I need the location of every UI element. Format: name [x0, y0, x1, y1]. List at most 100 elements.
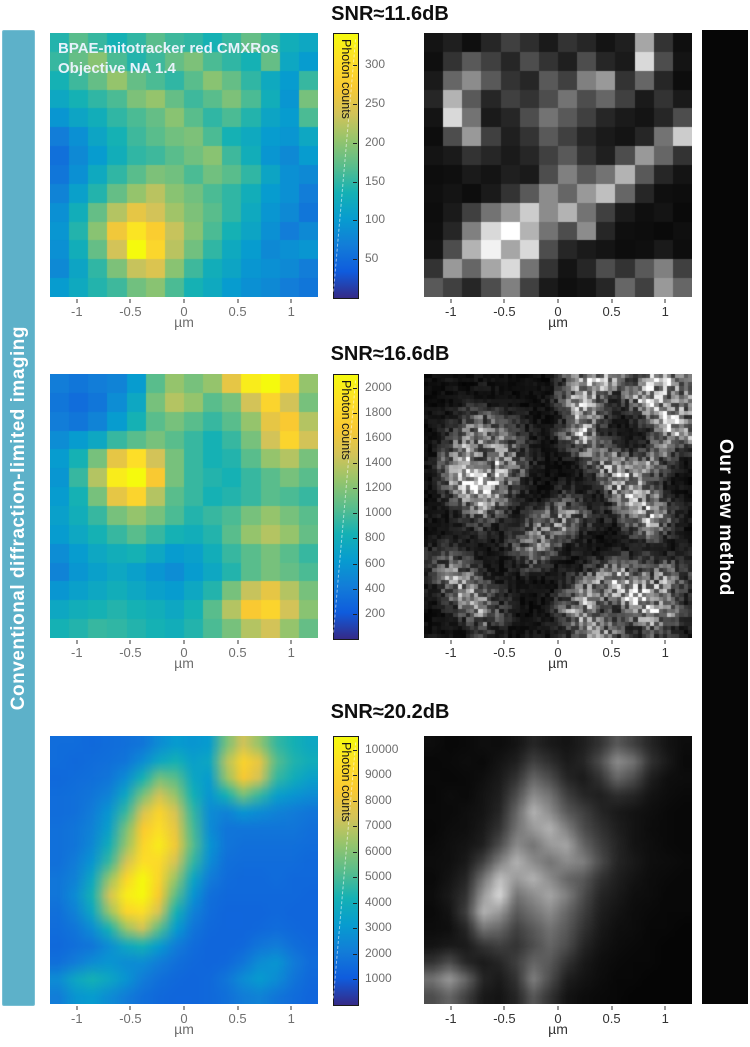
- colorbar-tick-label: 5000: [365, 869, 392, 884]
- x-axis-unit-label: µm: [548, 655, 568, 671]
- x-tick-label: 0: [554, 304, 562, 319]
- colorbar-tick-label: 600: [365, 555, 386, 570]
- colorbar-tick-label: 300: [365, 57, 386, 72]
- x-tick-mark: [557, 640, 559, 644]
- x-tick-mark: [450, 1006, 452, 1010]
- x-tick-mark: [450, 640, 452, 644]
- colorbar-gradient: Photon counts: [333, 374, 359, 640]
- x-tick-mark: [237, 640, 239, 644]
- colorbar-tick-mark: [353, 259, 357, 261]
- colorbar-tick-label: 50: [365, 251, 379, 266]
- heatmap-new-method-snr16: [424, 374, 692, 638]
- x-tick-label: -1: [445, 304, 457, 319]
- colorbar-tick-label: 1800: [365, 404, 392, 419]
- heatmap-conventional-snr11: [50, 33, 318, 297]
- x-tick-mark: [450, 299, 452, 303]
- sample-annotation: BPAE-mitotracker red CMXRos Objective NA…: [58, 39, 308, 78]
- sample-annotation-line1: BPAE-mitotracker red CMXRos: [58, 40, 279, 57]
- colorbar-tick-mark: [353, 749, 357, 751]
- x-tick-mark: [664, 640, 666, 644]
- colorbar-tick-mark: [353, 437, 357, 439]
- colorbar-tick-mark: [353, 412, 357, 414]
- x-tick-label: 1: [287, 645, 295, 660]
- x-tick-label: 0.5: [228, 645, 247, 660]
- x-tick-mark: [76, 299, 78, 303]
- colorbar-label: Photon counts: [339, 380, 353, 460]
- x-tick-mark: [557, 299, 559, 303]
- x-axis-conventional-snr20: -1 -0.5 0 0.5 1: [50, 1006, 318, 1026]
- left-method-banner-label: Conventional diffraction-limited imaging: [7, 325, 29, 711]
- right-method-banner-label: Our new method: [715, 438, 736, 596]
- x-tick-label: 0.5: [602, 645, 621, 660]
- colorbar-gradient: Photon counts: [332, 736, 359, 1006]
- x-tick-mark: [664, 299, 666, 303]
- x-tick-label: -1: [71, 645, 83, 660]
- x-tick-mark: [183, 640, 185, 644]
- colorbar-tick-label: 1200: [365, 480, 392, 495]
- heatmap-conventional-snr20: [50, 736, 318, 1004]
- x-tick-mark: [76, 1006, 78, 1010]
- row1-snr-title: SNR≈11.6dB: [331, 3, 449, 25]
- colorbar-tick-mark: [353, 65, 357, 67]
- colorbar-row3: Photon counts 10000 9000 8000 7000 6000 5000 4…: [332, 736, 408, 1006]
- x-axis-unit-label: µm: [174, 1021, 194, 1037]
- colorbar-tick-mark: [353, 488, 357, 490]
- colorbar-tick-mark: [353, 463, 357, 464]
- colorbar-tick-label: 4000: [365, 894, 392, 909]
- x-tick-label: 1: [661, 1011, 669, 1026]
- colorbar-label: Photon counts: [339, 742, 353, 822]
- colorbar-tick-label: 250: [365, 95, 386, 110]
- colorbar-tick-label: 800: [365, 530, 386, 545]
- colorbar-tick-label: 1000: [365, 971, 392, 986]
- colorbar-tick-label: 1000: [365, 505, 392, 520]
- x-tick-mark: [557, 1006, 559, 1010]
- row3-snr-title: SNR≈20.2dB: [330, 701, 450, 723]
- x-tick-label: -0.5: [493, 1011, 516, 1026]
- x-tick-label: 0.5: [228, 304, 247, 319]
- x-axis-unit-label: µm: [548, 1021, 568, 1037]
- colorbar-tick-label: 9000: [365, 767, 392, 782]
- x-tick-label: -0.5: [119, 304, 142, 319]
- x-tick-mark: [237, 299, 239, 303]
- x-tick-mark: [611, 640, 613, 644]
- x-tick-mark: [129, 1006, 131, 1010]
- x-tick-mark: [611, 299, 613, 303]
- x-tick-mark: [183, 1006, 185, 1010]
- x-tick-label: 0.5: [602, 1011, 621, 1026]
- x-tick-mark: [237, 1006, 239, 1010]
- colorbar-label: Photon counts: [339, 39, 353, 119]
- x-tick-label: 0: [554, 645, 562, 660]
- x-tick-label: -0.5: [119, 1011, 142, 1026]
- colorbar-tick-label: 8000: [365, 792, 392, 807]
- x-tick-label: 1: [661, 304, 669, 319]
- heatmap-new-method-snr11: [424, 33, 692, 297]
- colorbar-tick-mark: [353, 538, 357, 540]
- colorbar-tick-mark: [353, 877, 357, 879]
- row2-snr-title: SNR≈16.6dB: [330, 343, 450, 365]
- x-tick-label: 1: [661, 645, 669, 660]
- x-tick-label: 0: [180, 304, 188, 319]
- x-tick-label: -1: [445, 1011, 457, 1026]
- x-tick-label: 0: [554, 1011, 562, 1026]
- x-tick-mark: [129, 640, 131, 644]
- x-tick-mark: [183, 299, 185, 303]
- colorbar-tick-mark: [353, 220, 357, 222]
- colorbar-tick-label: 2000: [365, 945, 392, 960]
- heatmap-conventional-snr16: [50, 374, 318, 638]
- x-tick-mark: [290, 299, 292, 303]
- x-tick-mark: [129, 299, 131, 303]
- colorbar-tick-label: 100: [365, 212, 386, 227]
- colorbar-tick-label: 200: [365, 134, 386, 149]
- colorbar-tick-label: 1600: [365, 429, 392, 444]
- x-axis-new-method-snr11: -1 -0.5 0 0.5 1: [424, 299, 692, 319]
- x-axis-conventional-snr16: -1 -0.5 0 0.5 1: [50, 640, 318, 660]
- x-tick-mark: [76, 640, 78, 644]
- x-tick-mark: [503, 299, 505, 303]
- colorbar-tick-mark: [353, 613, 357, 615]
- colorbar-tick-mark: [353, 142, 357, 144]
- x-tick-mark: [664, 1006, 666, 1010]
- x-tick-label: -0.5: [493, 645, 516, 660]
- x-tick-mark: [503, 1006, 505, 1010]
- x-tick-mark: [290, 640, 292, 644]
